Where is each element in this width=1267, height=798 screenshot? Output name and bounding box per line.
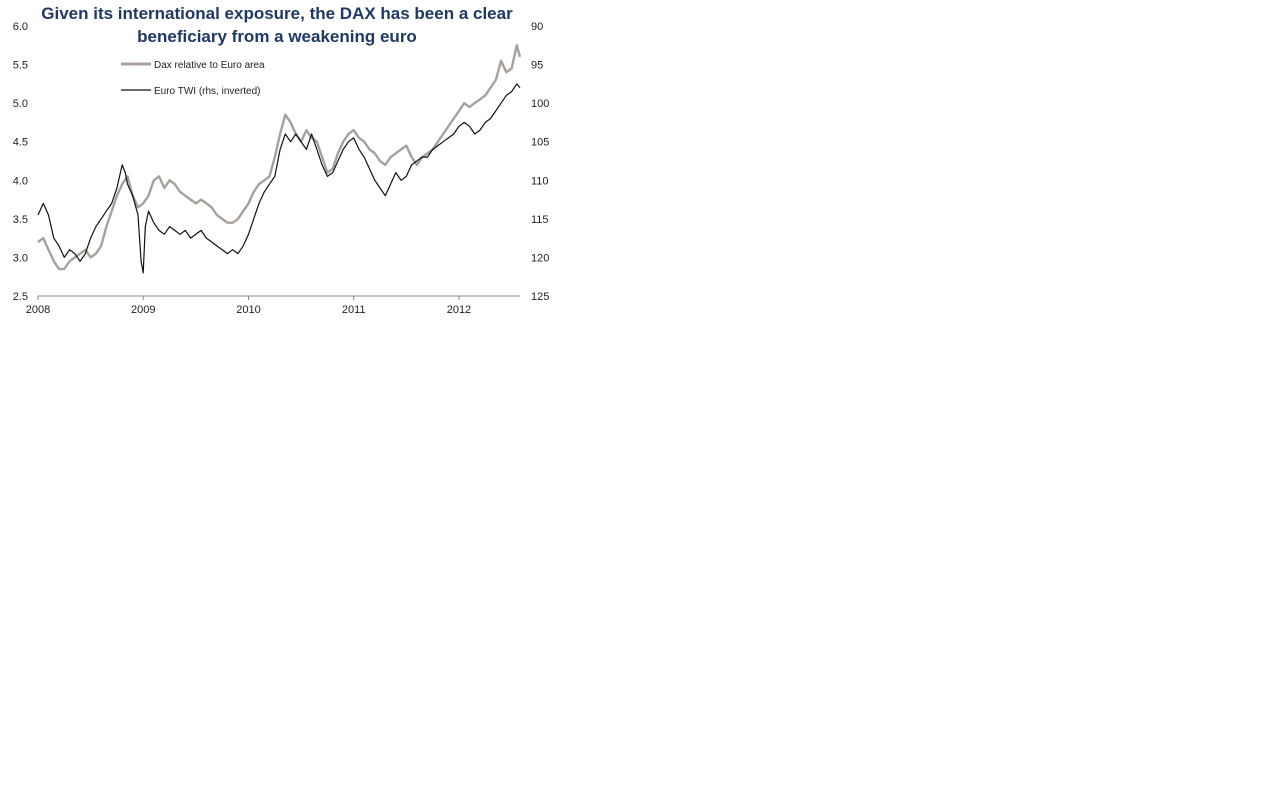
chart: Given its international exposure, the DA… [0, 0, 560, 330]
chart-title: Given its international exposure, the DA… [41, 4, 513, 46]
x-tick-label: 2009 [131, 304, 155, 316]
series-group [37, 44, 522, 274]
chart-plot: 2008 2009 2010 2011 2012 2.5 3.0 3.5 4.0 4.5 5.0 5.… [13, 21, 550, 316]
y-left-tick-label: 6.0 [13, 21, 28, 33]
x-tick-label: 2010 [236, 304, 260, 316]
legend-label: Dax relative to Euro area [154, 60, 265, 71]
y-right-tick-label: 115 [531, 214, 549, 226]
y-left-tick-label: 5.0 [13, 98, 28, 110]
legend-label: Euro TWI (rhs, inverted) [154, 86, 261, 97]
series-line-euro-twi [37, 83, 521, 274]
y-right-tick-label: 125 [531, 291, 549, 303]
y-right-tick-label: 90 [531, 21, 543, 33]
x-tick-label: 2008 [26, 304, 50, 316]
y-left-tick-label: 4.0 [13, 175, 28, 187]
y-left-tick-label: 3.0 [13, 252, 28, 264]
y-left-tick-label: 5.5 [13, 60, 28, 72]
y-left-tick-label: 2.5 [13, 291, 28, 303]
y-left-tick-label: 3.5 [13, 214, 28, 226]
y-right-tick-label: 100 [531, 98, 549, 110]
y-right-tick-label: 120 [531, 252, 549, 264]
x-tick-label: 2011 [342, 304, 366, 316]
legend: Dax relative to Euro area Euro TWI (rhs, … [121, 60, 265, 97]
y-right-tick-label: 105 [531, 137, 549, 149]
y-left-tick-label: 4.5 [13, 137, 28, 149]
y-right-tick-label: 110 [531, 175, 549, 187]
axes: 2008 2009 2010 2011 2012 2.5 3.0 3.5 4.0 4.5 5.0 5.… [13, 21, 550, 316]
x-tick-label: 2012 [447, 304, 471, 316]
series-line-dax-relative [37, 44, 522, 271]
y-right-tick-label: 95 [531, 60, 543, 72]
